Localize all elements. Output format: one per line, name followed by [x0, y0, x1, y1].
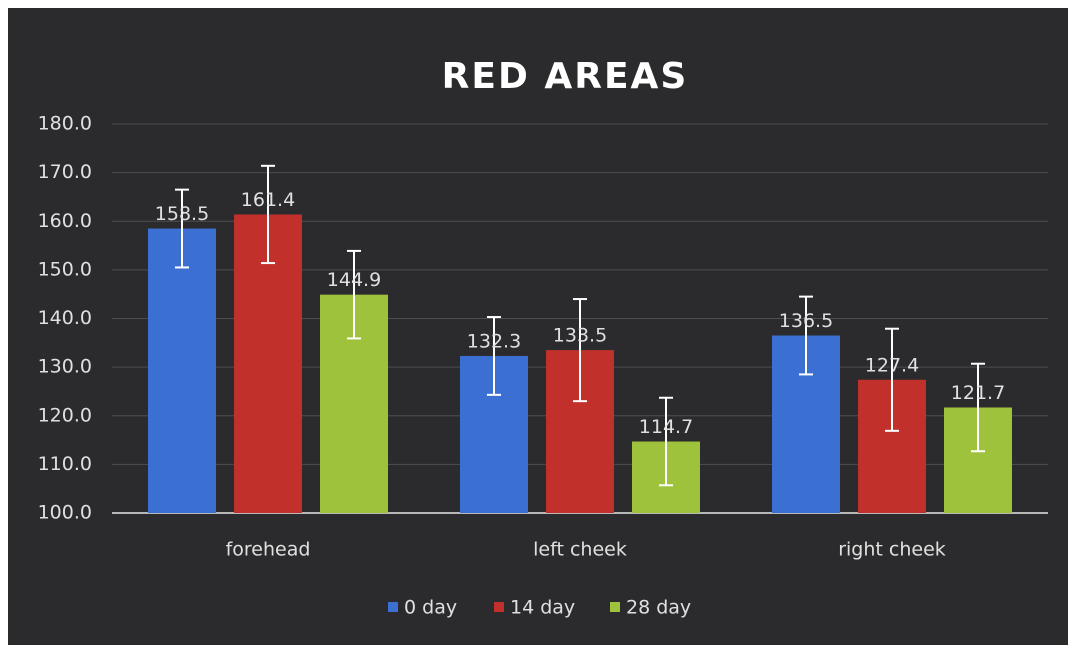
y-tick-label: 170.0: [38, 161, 92, 183]
data-label: 136.5: [779, 310, 833, 332]
data-label: 158.5: [155, 203, 209, 225]
x-tick-label: forehead: [226, 539, 311, 561]
y-tick-label: 120.0: [38, 404, 92, 426]
y-tick-label: 100.0: [38, 502, 92, 524]
data-label: 132.3: [467, 330, 521, 352]
legend-swatch: [610, 602, 620, 612]
data-label: 161.4: [241, 189, 295, 211]
chart-title: RED AREAS: [442, 56, 689, 97]
y-tick-label: 160.0: [38, 210, 92, 232]
legend-label: 0 day: [404, 597, 457, 619]
data-label: 127.4: [865, 354, 919, 376]
y-tick-label: 150.0: [38, 258, 92, 280]
legend-swatch: [494, 602, 504, 612]
data-label: 121.7: [951, 382, 1005, 404]
legend-label: 28 day: [626, 597, 691, 619]
bar: [148, 228, 216, 513]
data-label: 144.9: [327, 269, 381, 291]
y-tick-label: 180.0: [38, 113, 92, 135]
data-label: 114.7: [639, 416, 693, 438]
x-tick-label: right cheek: [838, 539, 946, 561]
bar: [234, 214, 302, 513]
y-tick-label: 110.0: [38, 453, 92, 475]
legend-label: 14 day: [510, 597, 575, 619]
y-tick-label: 140.0: [38, 307, 92, 329]
data-label: 133.5: [553, 325, 607, 347]
x-tick-label: left cheek: [533, 539, 627, 561]
legend-swatch: [388, 602, 398, 612]
y-tick-label: 130.0: [38, 356, 92, 378]
